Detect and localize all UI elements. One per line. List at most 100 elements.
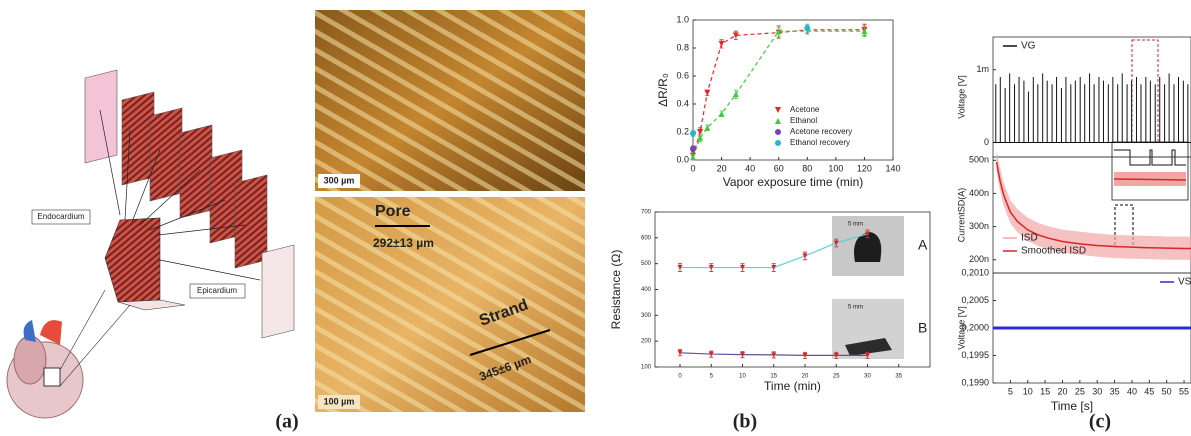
marker bbox=[865, 352, 870, 358]
y-tick-label: 0.4 bbox=[676, 98, 689, 108]
y-tick-label: 500 bbox=[641, 261, 652, 267]
x-tick-label: 40 bbox=[1127, 386, 1137, 396]
marker bbox=[732, 91, 739, 98]
scale-box bbox=[318, 174, 360, 188]
x-tick-label: 25 bbox=[1075, 386, 1085, 396]
legend-label: ISD bbox=[1021, 233, 1038, 244]
sheet bbox=[121, 91, 155, 186]
x-tick-label: 55 bbox=[1179, 386, 1189, 396]
x-tick-label: 60 bbox=[774, 163, 784, 173]
arrow bbox=[159, 259, 261, 281]
series-label: B bbox=[918, 320, 927, 336]
legend-marker bbox=[775, 107, 781, 113]
panel-label: (c) bbox=[1089, 411, 1111, 433]
panel-label: (b) bbox=[733, 411, 757, 433]
x-tick-label: 0 bbox=[690, 163, 695, 173]
x-tick-label: 10 bbox=[739, 374, 746, 380]
x-tick-label: 50 bbox=[1162, 386, 1172, 396]
marker bbox=[740, 352, 745, 358]
x-tick-label: 20 bbox=[802, 374, 809, 380]
marker bbox=[771, 265, 777, 271]
x-axis-label: Time (min) bbox=[764, 379, 821, 393]
x-tick-label: 5 bbox=[710, 374, 714, 380]
photo-object bbox=[845, 338, 892, 356]
marker bbox=[697, 134, 704, 141]
marker bbox=[775, 28, 782, 35]
y-axis-label: CurrentSD(A) bbox=[956, 188, 966, 243]
legend-marker bbox=[775, 118, 781, 124]
x-tick-label: 80 bbox=[802, 163, 812, 173]
legend-label: VG bbox=[1021, 41, 1036, 52]
y-axis-label: Voltage [V] bbox=[956, 306, 966, 350]
photo-scale: 5 mm bbox=[848, 305, 863, 311]
marker bbox=[697, 129, 704, 135]
y-tick-label: 0.8 bbox=[676, 42, 689, 52]
marker bbox=[802, 253, 808, 259]
y-axis-label: Resistance (Ω) bbox=[609, 250, 623, 330]
micrograph-fibers bbox=[315, 10, 585, 191]
y-tick-label: 400 bbox=[641, 287, 652, 293]
x-tick-label: 30 bbox=[864, 374, 871, 380]
arrow bbox=[124, 129, 131, 221]
panel-label: (a) bbox=[275, 411, 298, 433]
marker bbox=[740, 265, 745, 271]
arrow bbox=[149, 199, 226, 231]
marker bbox=[718, 40, 725, 47]
heart bbox=[6, 320, 84, 419]
marker bbox=[708, 265, 714, 271]
y-tick-label: 0.0 bbox=[676, 154, 689, 164]
y-tick-label: 0 bbox=[984, 137, 989, 147]
photo-object bbox=[854, 232, 882, 262]
sheet bbox=[149, 107, 183, 202]
marker bbox=[833, 352, 839, 358]
y-tick-label: 0,1990 bbox=[961, 377, 989, 387]
x-tick-label: 25 bbox=[833, 374, 840, 380]
y-tick-label: 0,2000 bbox=[961, 322, 989, 332]
y-tick-label: 0.2 bbox=[676, 126, 689, 136]
x-tick-label: 20 bbox=[717, 163, 727, 173]
pore-label: Pore bbox=[375, 203, 411, 220]
layer-sheets bbox=[84, 69, 295, 339]
legend-label: Smoothed ISD bbox=[1021, 246, 1086, 257]
inset-voltage bbox=[1114, 149, 1186, 166]
x-tick-label: 20 bbox=[1057, 386, 1067, 396]
y-tick-label: 200 bbox=[641, 339, 652, 345]
y-tick-label: 500n bbox=[969, 155, 989, 165]
y-tick-label: 0,2005 bbox=[961, 295, 989, 305]
y-tick-label: 100 bbox=[641, 365, 652, 371]
series-label: A bbox=[918, 237, 928, 253]
marker bbox=[865, 231, 870, 237]
marker bbox=[732, 32, 739, 39]
marker bbox=[718, 110, 725, 117]
marker bbox=[690, 145, 696, 152]
y-tick-label: 600 bbox=[641, 235, 652, 241]
marker bbox=[861, 28, 868, 35]
legend-label: Acetone bbox=[790, 105, 820, 114]
scale-label: 100 µm bbox=[324, 396, 355, 406]
y-tick-label: 300n bbox=[969, 221, 989, 231]
plot-frame bbox=[692, 19, 894, 161]
legend-marker bbox=[775, 129, 781, 135]
marker bbox=[704, 89, 711, 96]
y-tick-label: 0.6 bbox=[676, 70, 689, 80]
arrow bbox=[131, 149, 161, 223]
marker bbox=[804, 25, 811, 32]
epicardium-label: Epicardium bbox=[197, 286, 237, 295]
marker bbox=[708, 351, 714, 357]
x-tick-label: 35 bbox=[895, 374, 902, 380]
band bbox=[996, 150, 1191, 261]
y-axis-label: Voltage [V] bbox=[956, 75, 966, 119]
scale-label: 300 µm bbox=[324, 175, 355, 185]
marker bbox=[833, 240, 839, 246]
pore-size: 292±13 µm bbox=[373, 236, 434, 250]
marker bbox=[771, 352, 777, 358]
x-axis-label: Vapor exposure time (min) bbox=[723, 175, 864, 189]
x-tick-label: 5 bbox=[1008, 386, 1013, 396]
x-tick-label: 35 bbox=[1110, 386, 1120, 396]
x-tick-label: 15 bbox=[770, 374, 777, 380]
legend-marker bbox=[775, 140, 781, 146]
y-tick-label: 700 bbox=[641, 210, 652, 216]
marker bbox=[677, 265, 683, 271]
photo-scale: 5 mm bbox=[848, 222, 863, 228]
